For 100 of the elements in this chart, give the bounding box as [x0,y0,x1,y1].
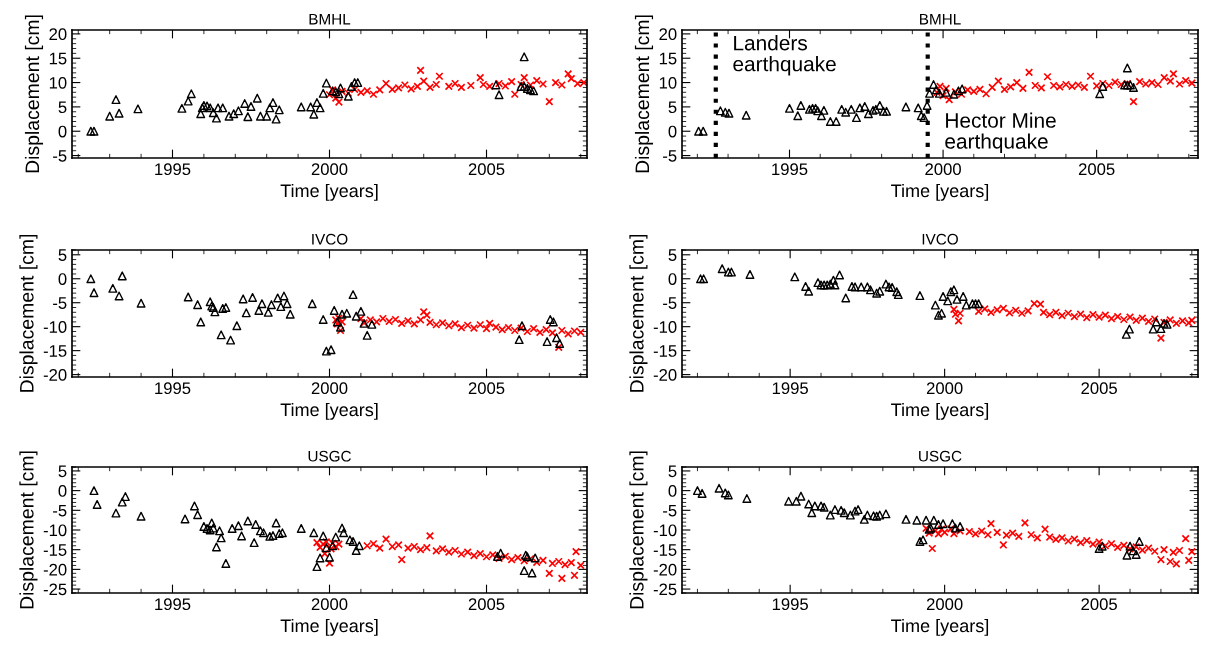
point [266,300,276,310]
point [715,106,725,116]
point [697,488,707,498]
point [928,544,937,553]
point [929,515,939,525]
point [1187,547,1196,556]
y-tick-label: -5 [663,504,677,517]
point [136,511,146,521]
y-tick-label: 10 [49,76,67,89]
point [921,515,931,525]
point [901,514,911,524]
point [224,111,234,121]
y-tick-label: 5 [58,101,67,114]
x-tick-label: 2000 [926,598,963,611]
point [117,271,127,281]
point [999,540,1008,550]
point [351,545,361,555]
point [1129,97,1138,106]
point [312,562,322,572]
y-tick-label: -15 [653,345,677,357]
x-tick-label: 1995 [772,163,808,176]
point [957,84,967,94]
point [226,335,236,345]
point [846,104,856,114]
point [105,111,115,121]
x-tick-label: 2005 [1081,598,1117,611]
point [694,126,704,136]
point [947,519,957,529]
point [326,345,336,355]
point [241,308,251,318]
point [1122,550,1132,560]
y-tick-label: 0 [668,273,677,285]
point [724,108,734,118]
point [825,116,835,126]
point [296,102,306,112]
point [189,501,199,511]
point [233,106,243,116]
point [804,104,814,114]
point [111,508,121,518]
point [855,103,865,113]
point [510,90,519,99]
point [337,523,347,533]
point [183,292,193,302]
point [240,98,250,108]
y-tick-label: -10 [653,524,677,537]
point [1012,78,1021,87]
point [274,105,284,115]
point [878,106,888,116]
point [381,79,391,88]
point [89,288,99,298]
point [348,290,358,300]
y-tick-label: -10 [43,321,67,333]
point [312,98,322,108]
point [950,523,960,533]
y-tick-label: -5 [53,297,67,309]
point [419,307,428,316]
point [114,108,124,118]
x-tick-label: 2000 [311,382,348,395]
point [282,299,292,309]
point [742,494,752,503]
point [255,526,265,536]
point [527,568,537,578]
point [315,553,325,563]
point [810,501,820,511]
point [237,531,247,541]
y-tick-label: -25 [653,583,677,596]
point [92,499,102,509]
y-tick-label: -5 [663,150,677,162]
point [273,293,283,303]
x-axis-title: Time [years] [891,183,989,201]
point [576,561,585,570]
y-tick-label: 5 [668,249,677,261]
x-tick-label: 1995 [155,598,191,611]
x-tick-label: 2005 [468,598,505,611]
point [785,103,794,113]
point [796,491,806,501]
point [552,333,562,343]
point [745,269,755,279]
point [318,314,328,324]
x-axis-title: Time [years] [891,618,989,636]
point [254,305,264,315]
point [807,508,817,518]
point [793,111,803,121]
y-tick-label: -10 [43,524,67,537]
point [136,298,146,308]
y-tick-label: -20 [653,563,677,576]
point [958,291,968,301]
point [860,101,870,111]
point [930,300,940,310]
point [318,88,328,98]
point [545,97,554,106]
point [859,514,869,524]
point [215,526,225,536]
point [943,296,953,306]
point [435,72,444,81]
point [329,305,339,315]
x-axis-title: Time [years] [280,183,378,201]
point [837,104,847,114]
y-tick-label: -5 [663,297,677,309]
point [529,86,539,96]
